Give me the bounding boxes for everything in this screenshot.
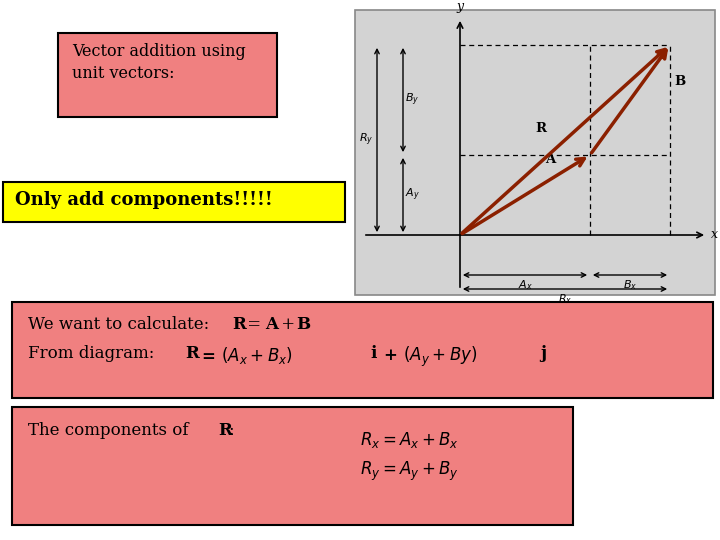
Text: $R_x = A_x + B_x$: $R_x = A_x + B_x$ [360,430,459,450]
Text: $B_x$: $B_x$ [623,278,637,292]
Text: Only add components!!!!!: Only add components!!!!! [15,191,273,209]
FancyBboxPatch shape [12,407,573,525]
Text: R: R [218,422,232,439]
Text: We want to calculate:: We want to calculate: [28,316,215,333]
Text: + $(A_y + By)$: + $(A_y + By)$ [378,345,477,369]
FancyBboxPatch shape [12,302,713,398]
Text: $R_y$: $R_y$ [359,132,373,148]
Text: R: R [535,122,546,135]
FancyBboxPatch shape [58,33,277,117]
Text: y: y [456,0,464,13]
Text: $R_x$: $R_x$ [558,292,572,306]
Text: $R_y = A_y + B_y$: $R_y = A_y + B_y$ [360,460,459,483]
Text: i: i [370,345,377,362]
Text: j: j [540,345,546,362]
Text: $B_y$: $B_y$ [405,92,419,108]
Text: A: A [545,153,555,166]
Text: +: + [276,316,300,333]
Text: =: = [242,316,266,333]
Text: x: x [711,228,718,241]
Text: The components of: The components of [28,422,194,439]
Text: = $(A_x + B_x)$: = $(A_x + B_x)$ [196,345,293,366]
Text: B: B [296,316,310,333]
Text: Vector addition using
unit vectors:: Vector addition using unit vectors: [72,43,246,82]
FancyBboxPatch shape [3,182,345,222]
Text: $A_x$: $A_x$ [518,278,532,292]
Text: B: B [674,75,685,88]
Text: R: R [232,316,246,333]
Text: R: R [185,345,199,362]
FancyBboxPatch shape [355,10,715,295]
Text: :: : [228,422,233,439]
Text: From diagram:: From diagram: [28,345,154,362]
Text: A: A [265,316,278,333]
Text: $A_y$: $A_y$ [405,187,420,203]
